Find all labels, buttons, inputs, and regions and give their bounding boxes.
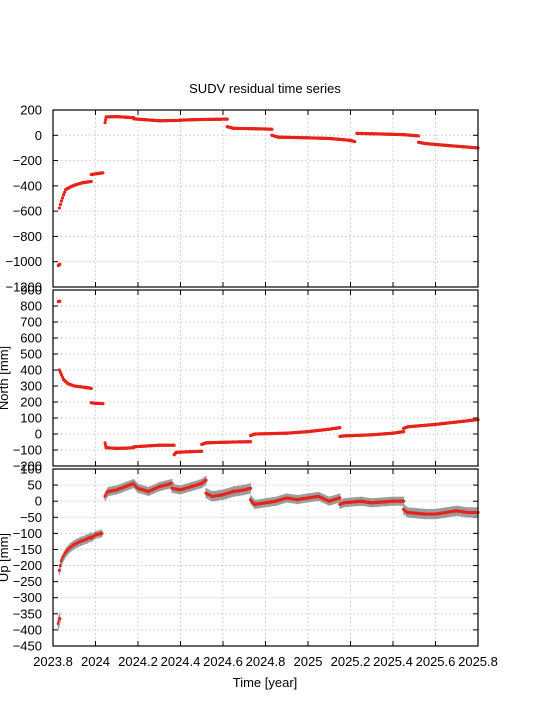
data-point [103,121,107,125]
y-tick-label: −50 [20,510,42,525]
y-tick-label: −300 [13,590,42,605]
data-point [172,443,176,447]
y-tick-label: 800 [20,299,42,314]
data-point [416,134,421,138]
y-tick-label: −250 [13,574,42,589]
data-point [57,368,61,372]
y-tick-label: 600 [20,331,42,346]
y-tick-label: 700 [20,315,42,330]
data-point [100,531,104,535]
y-tick-label: −200 [13,558,42,573]
x-tick-label: 2024.4 [161,654,201,669]
chart-title: SUDV residual time series [189,81,341,96]
x-axis-label: Time [year] [233,675,298,690]
data-point [101,402,105,406]
y-tick-label: −800 [13,229,42,244]
y-tick-label: −400 [13,622,42,637]
y-tick-label: 900 [20,283,42,298]
data-point [58,299,62,303]
y-tick-label: −100 [13,526,42,541]
y-axis-label: North [mm] [0,346,11,410]
y-tick-label: 0 [35,427,42,442]
data-point [89,386,93,390]
y-tick-label: −200 [13,153,42,168]
x-tick-label: 2024.2 [118,654,158,669]
data-point [63,190,67,194]
x-tick-label: 2025.4 [373,654,413,669]
data-point [60,375,65,379]
x-tick-label: 2025.2 [331,654,371,669]
data-point [57,206,61,210]
data-point [225,117,229,121]
y-tick-label: −100 [13,443,42,458]
data-point [338,496,342,500]
y-tick-label: 0 [35,128,42,143]
data-point [59,373,64,377]
y-tick-label: 50 [28,478,42,493]
y-tick-label: −400 [13,178,42,193]
x-tick-label: 2025.6 [416,654,456,669]
series-points [56,475,480,630]
y-tick-label: 200 [20,395,42,410]
data-point [402,430,406,434]
y-tick-label: −150 [13,542,42,557]
plot-frame [52,109,479,288]
y-tick-label: −1000 [5,254,42,269]
panels-layer: 2000−200−400−600−800−1000−12009008007006… [0,103,480,654]
y-tick-label: 100 [20,411,42,426]
x-tick-labels: 2023.8 2024 2024.2 2024.4 2024.6 2024.8 2025 20… [33,654,498,669]
data-point [101,171,105,175]
x-tick-label: 2025.8 [458,654,498,669]
panel-2: 9008007006005004003002001000−100−200Nort… [0,283,480,474]
data-point [338,426,342,430]
data-point [249,440,253,444]
y-tick-label: −450 [13,639,42,654]
data-point [103,443,108,447]
y-tick-label: 0 [35,494,42,509]
data-point [59,199,64,203]
y-tick-label: 200 [20,103,42,118]
x-tick-label: 2025 [294,654,323,669]
y-tick-label: 400 [20,363,42,378]
panel-1: 200 0 −200 −400 −600 −800 −1000 −1200 [5,103,480,295]
data-point [353,140,357,144]
data-point [204,478,208,482]
data-point [58,617,62,621]
x-tick-label: 2023.8 [33,654,73,669]
data-point [58,262,62,266]
y-tick-label: −600 [13,204,42,219]
series-points [56,114,480,268]
y-tick-label: −200 [13,459,42,474]
data-point [103,118,108,122]
plot-frame [52,468,479,647]
x-tick-label: 2024.6 [203,654,243,669]
y-axis-label: Up [mm] [0,533,11,582]
x-tick-label: 2024.8 [246,654,286,669]
plot-frame [52,289,479,467]
panel-3: 100500−50−100−150−200−250−300−350−400−45… [0,462,480,654]
data-point [200,449,204,453]
x-tick-label: 2024 [81,654,110,669]
data-point [58,202,63,207]
y-tick-label: 300 [20,379,42,394]
y-tick-label: 100 [20,462,42,477]
y-tick-label: −1200 [5,280,42,295]
data-point [103,441,107,445]
data-point [89,179,93,184]
series-points [56,299,480,457]
data-point [58,370,63,374]
data-point [249,486,253,490]
data-point [402,499,406,503]
data-point [270,127,274,131]
y-tick-label: −350 [13,606,42,621]
y-tick-label: 500 [20,347,42,362]
data-point [60,196,65,200]
data-point [62,193,66,197]
